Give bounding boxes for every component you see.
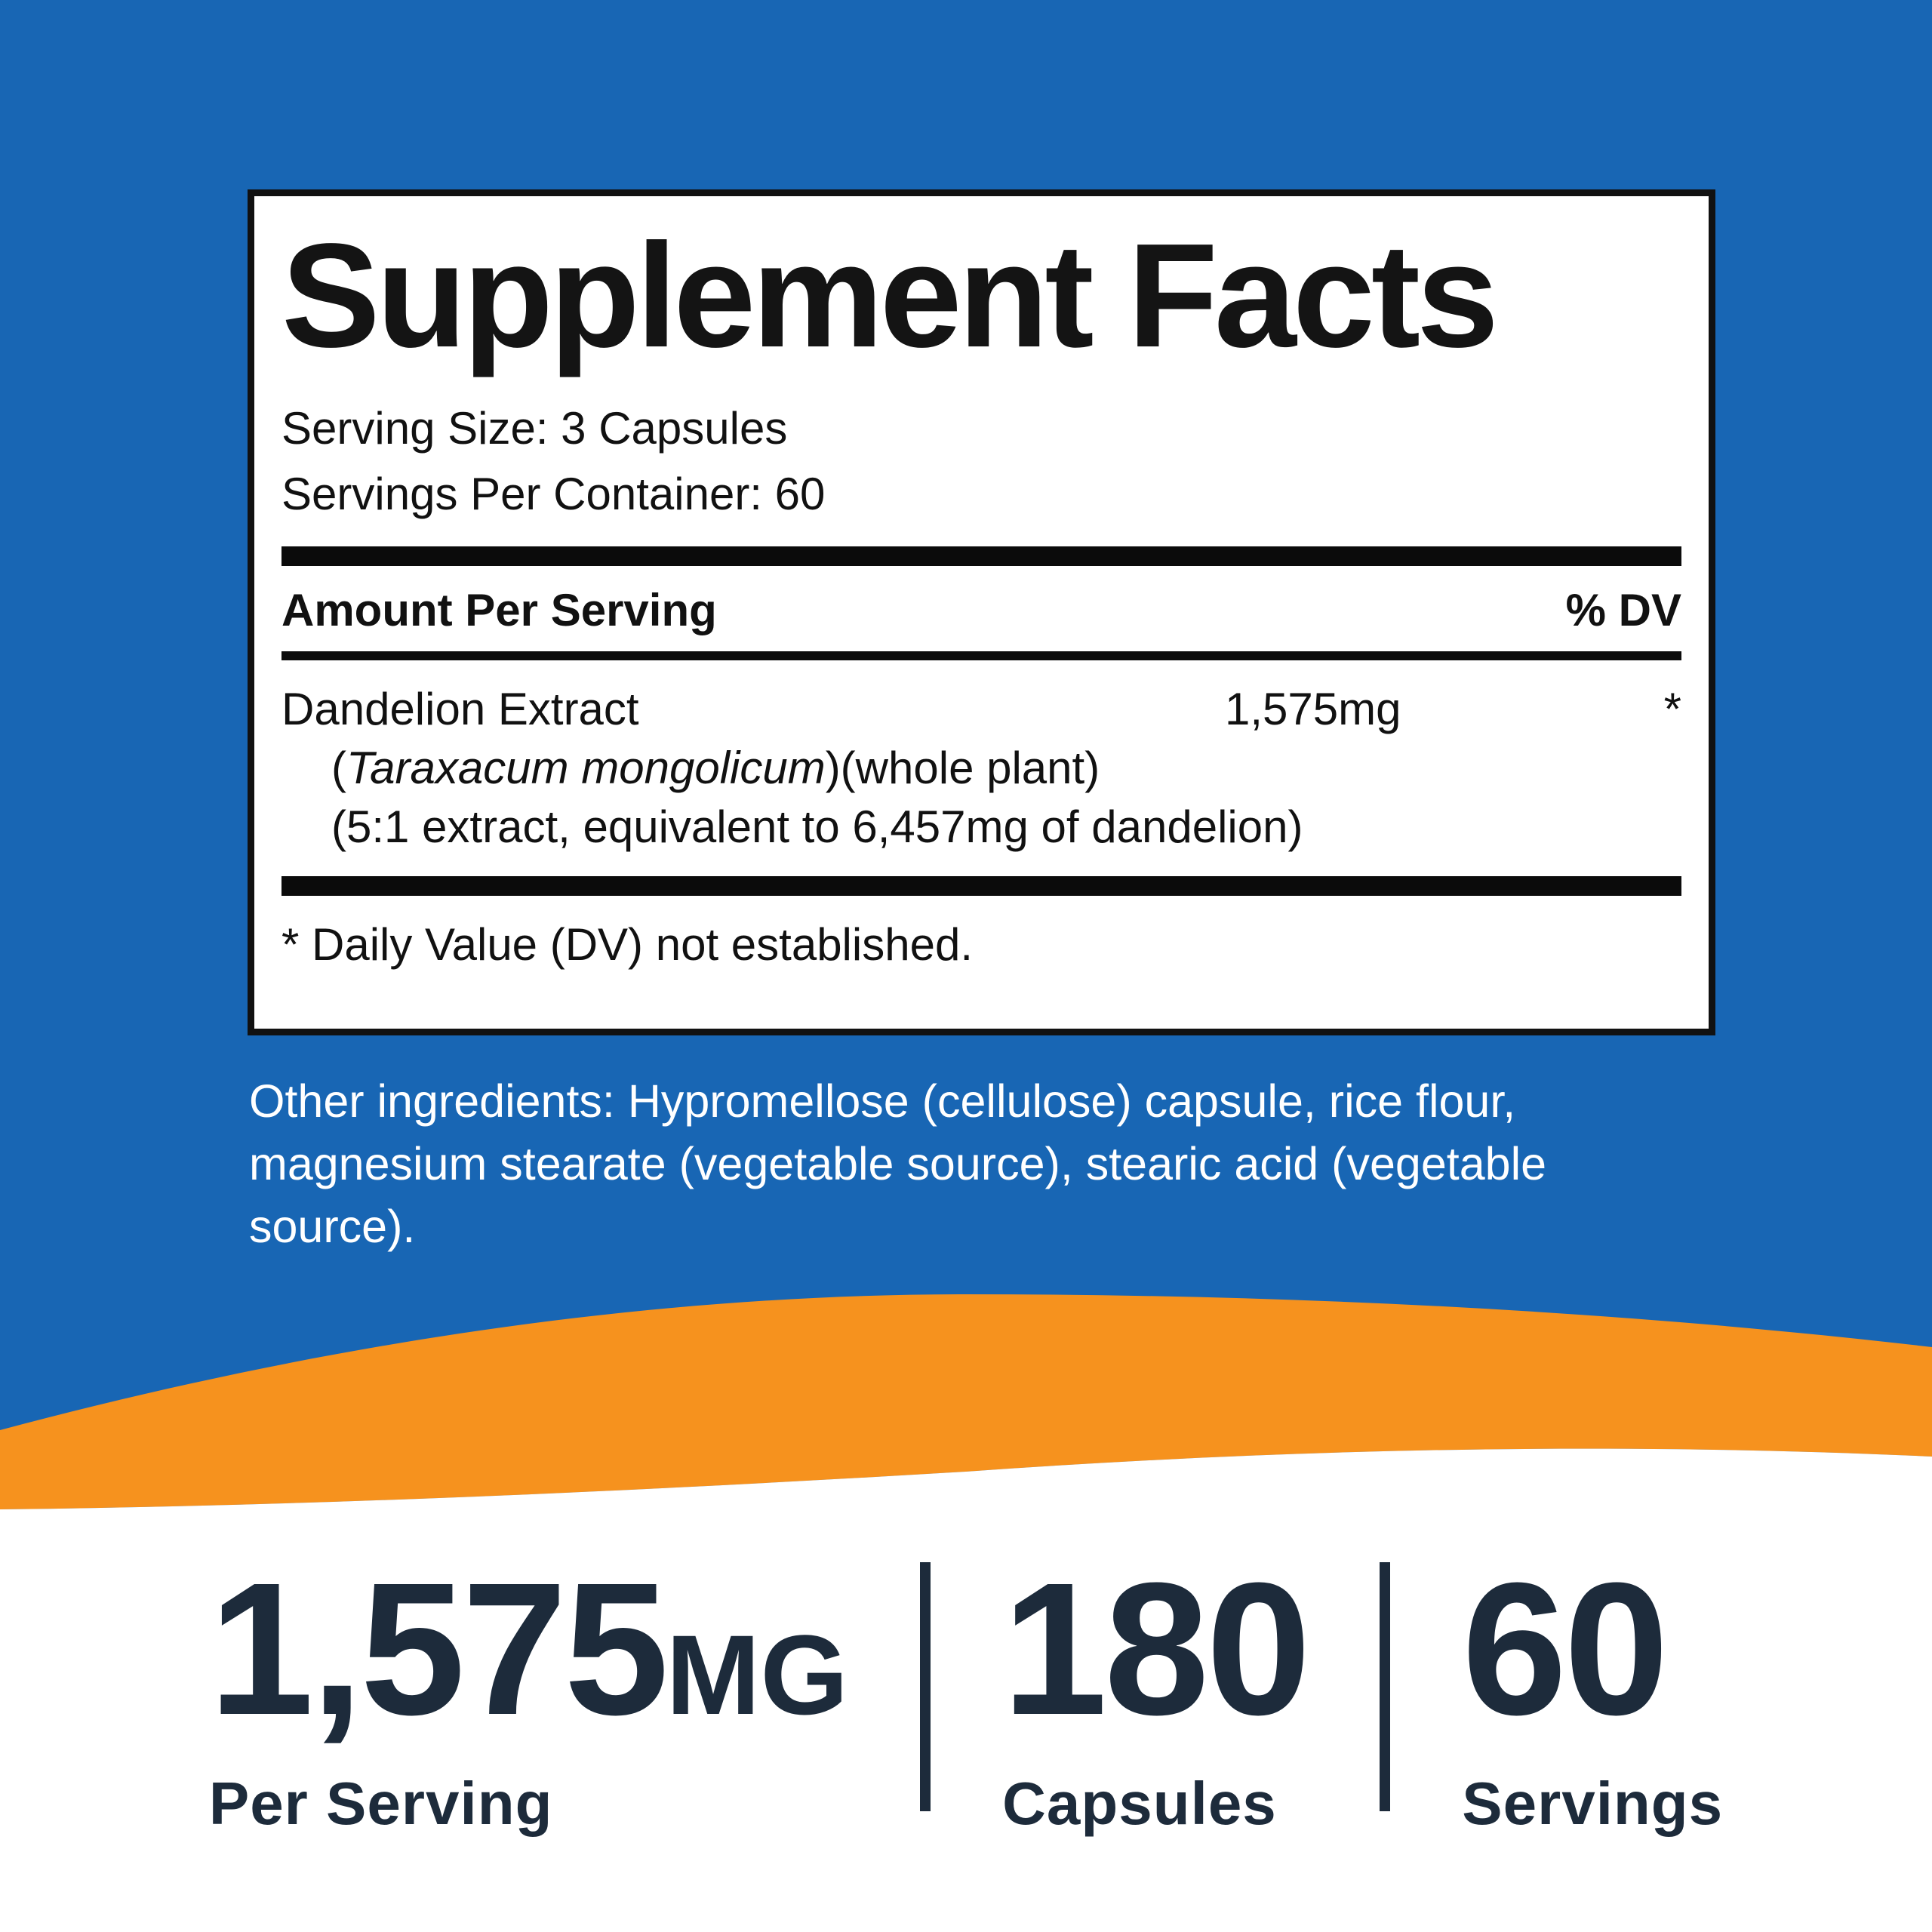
servings-number: 60 <box>1462 1543 1669 1754</box>
stats-row: 1,575MG Per Serving 180 Capsules 60 Serv… <box>0 1555 1932 1838</box>
stat-capsules: 180 Capsules <box>1002 1555 1311 1838</box>
orange-swoosh <box>0 1294 1932 1615</box>
other-ingredients-paragraph: Other ingredients: Hypromellose (cellulo… <box>249 1075 1547 1252</box>
stat-per-serving: 1,575MG Per Serving <box>209 1555 848 1838</box>
stats-divider-2 <box>1380 1562 1391 1811</box>
ingredient-row: Dandelion Extract 1,575mg * <box>281 680 1681 739</box>
divider-medium <box>281 651 1681 660</box>
serving-size-line: Serving Size: 3 Capsules <box>281 402 788 454</box>
ingredient-latin-line: (Taraxacum mongolicum)(whole plant) <box>281 739 1681 798</box>
white-bottom-area <box>0 1448 1932 1615</box>
stat-capsules-value: 180 <box>1002 1555 1311 1743</box>
stat-servings: 60 Servings <box>1462 1555 1723 1838</box>
orange-brush-stroke <box>0 1294 1932 1509</box>
stats-divider-1 <box>920 1562 931 1811</box>
amount-per-serving-row: Amount Per Serving % DV <box>281 584 1681 636</box>
percent-dv-header: % DV <box>1565 584 1681 635</box>
stat-per-serving-value: 1,575MG <box>209 1555 848 1743</box>
stat-servings-value: 60 <box>1462 1555 1723 1743</box>
divider-thick-top <box>281 546 1681 566</box>
stat-per-serving-label: Per Serving <box>208 1770 553 1837</box>
per-serving-number: 1,575 <box>208 1543 669 1754</box>
dv-footnote: * Daily Value (DV) not established. <box>281 918 973 970</box>
divider-thick-bottom <box>281 875 1681 896</box>
amount-per-serving-label: Amount Per Serving <box>281 584 717 635</box>
latin-name: Taraxacum mongolicum <box>346 742 826 793</box>
per-serving-unit: MG <box>666 1611 849 1738</box>
latin-close-paren: )(whole plant) <box>825 742 1100 793</box>
latin-open-paren: ( <box>331 742 346 793</box>
ingredient-equivalence-line: (5:1 extract, equivalent to 6,457mg of d… <box>331 801 1303 852</box>
stat-capsules-label: Capsules <box>1002 1770 1277 1837</box>
panel-title: Supplement Facts <box>281 213 1499 378</box>
ingredient-amount: 1,575mg <box>1225 683 1401 734</box>
stat-servings-label: Servings <box>1462 1770 1724 1837</box>
ingredient-dv: * <box>1663 683 1681 734</box>
servings-per-container-line: Servings Per Container: 60 <box>281 468 826 519</box>
ingredient-name: Dandelion Extract <box>281 683 639 734</box>
supplement-facts-panel: Supplement Facts Serving Size: 3 Capsule… <box>248 189 1715 1035</box>
capsules-number: 180 <box>1002 1543 1311 1754</box>
